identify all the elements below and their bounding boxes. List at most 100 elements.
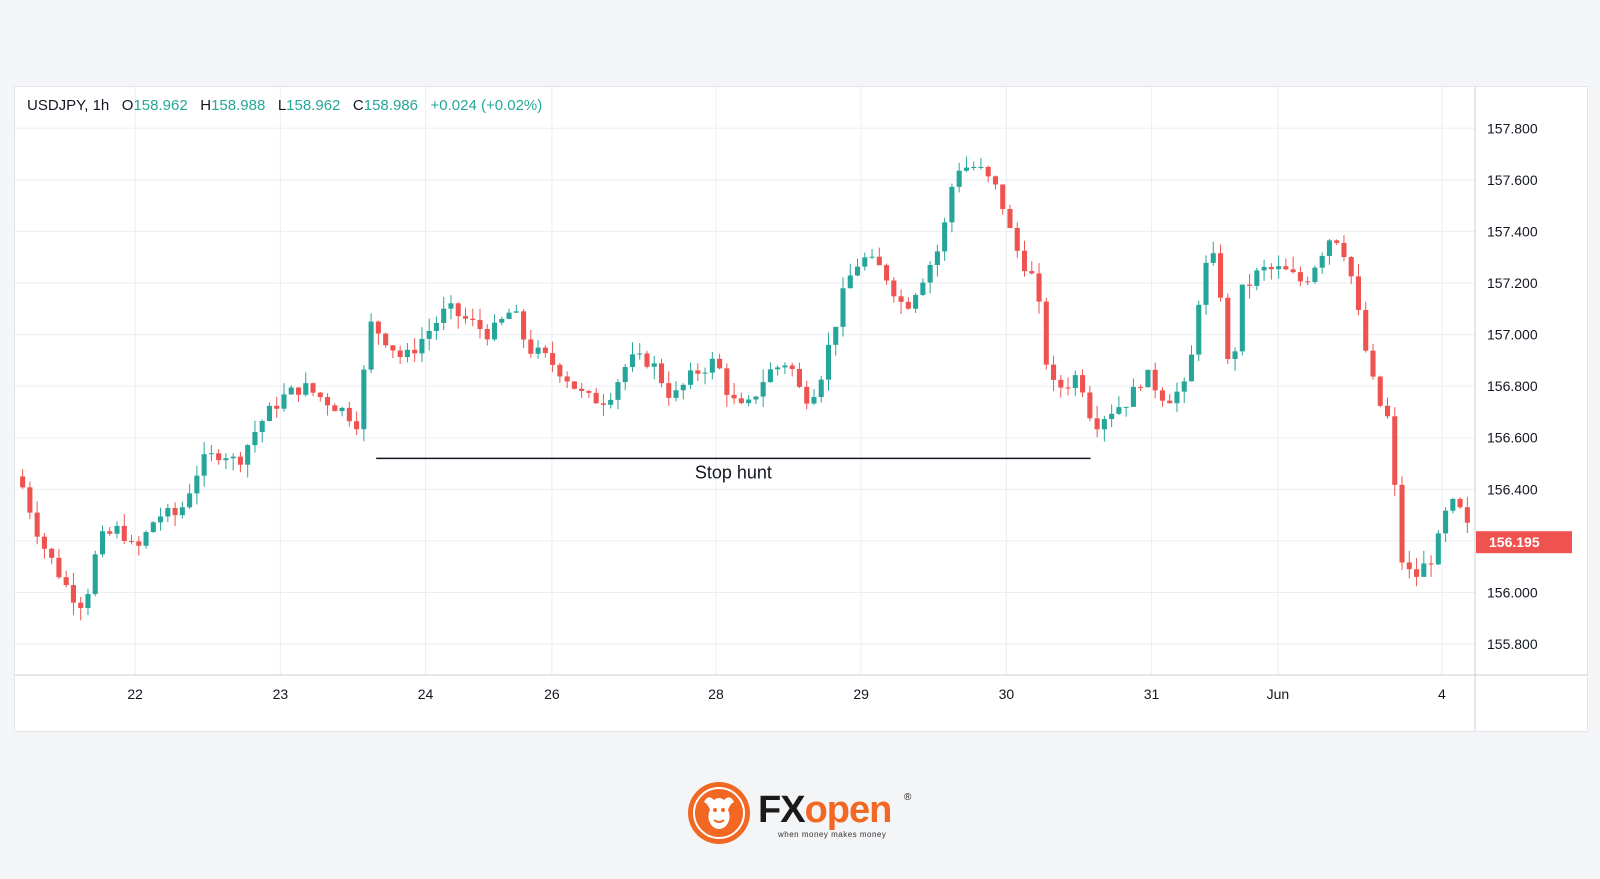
candle-body (1377, 376, 1383, 406)
candle-body (99, 531, 106, 555)
candle-body (927, 265, 933, 283)
candle-body (63, 577, 69, 586)
candle-body (1167, 400, 1173, 404)
candle-body (942, 222, 948, 252)
candle-body (462, 316, 469, 319)
y-tick-label: 155.800 (1487, 636, 1538, 652)
candle-body (629, 354, 636, 367)
candle-body (956, 170, 962, 187)
candle-body (804, 386, 810, 404)
candle-body (818, 379, 824, 398)
candle-body (332, 405, 338, 412)
candle-body (1348, 257, 1354, 277)
candle-body (782, 365, 788, 368)
candle-body (985, 166, 991, 177)
candle-body (702, 372, 708, 374)
candle-body (499, 318, 505, 323)
candle-body (1210, 253, 1216, 263)
candle-body (92, 554, 98, 595)
candle-body (230, 456, 236, 459)
candle-body (1414, 569, 1420, 577)
candle-body (833, 326, 839, 345)
candle-body (825, 344, 832, 380)
candle-body (1116, 407, 1122, 414)
candle-body (150, 522, 156, 533)
candle-body (760, 382, 766, 397)
candle-body (1051, 364, 1057, 380)
candle-body (1123, 406, 1129, 408)
candle-body (557, 364, 563, 377)
candle-body (27, 487, 33, 513)
candle-body (586, 391, 592, 393)
candle-body (1101, 419, 1107, 430)
candle-body (695, 370, 701, 374)
candle-body (717, 358, 723, 369)
candle-body (143, 532, 149, 546)
candle-body (1072, 375, 1078, 389)
candle-body (412, 349, 418, 354)
candle-body (107, 531, 113, 534)
candle-body (1363, 309, 1369, 351)
candle-body (1152, 369, 1158, 391)
low-value: 158.962 (286, 97, 341, 114)
candle-body (85, 594, 91, 609)
last-price-label: 156.195 (1489, 534, 1540, 550)
close-label: C (352, 97, 364, 114)
candle-body (477, 319, 483, 329)
candle-body (245, 445, 251, 465)
y-tick-label: 156.800 (1487, 378, 1538, 394)
candle-body (295, 387, 302, 395)
candle-body (862, 257, 868, 267)
candle-body (303, 383, 309, 395)
candle-body (796, 368, 802, 387)
candle-body (593, 392, 599, 404)
candle-body (491, 322, 498, 340)
candle-body (172, 508, 178, 516)
x-tick-label: 31 (1144, 686, 1160, 702)
candle-body (1239, 284, 1245, 352)
candle-body (513, 311, 519, 313)
candle-body (390, 345, 396, 351)
candle-body (746, 399, 752, 404)
candle-body (622, 366, 628, 383)
candle-body (1065, 387, 1071, 389)
candle-body (1145, 369, 1151, 388)
candle-body (608, 399, 614, 405)
candle-body (266, 405, 273, 422)
candle-body (506, 312, 512, 319)
candle-body (840, 288, 846, 327)
candle-body (1435, 533, 1441, 565)
candle-body (1007, 208, 1013, 228)
candle-body (644, 353, 650, 367)
candlestick-chart[interactable]: 157.800 157.600 157.400 157.200 157.000 156.8… (15, 87, 1587, 731)
candle-body (354, 421, 360, 430)
candle-body (571, 381, 577, 389)
candle-body (1043, 301, 1049, 365)
candle-body (78, 602, 84, 609)
candle-body (1109, 413, 1115, 420)
x-tick-label: 4 (1438, 686, 1446, 702)
candle-body (216, 453, 222, 461)
candle-body (1406, 562, 1412, 570)
candle-body (1319, 255, 1325, 268)
candle-body (383, 333, 389, 346)
candle-body (934, 251, 940, 266)
candle-body (709, 358, 715, 373)
candle-body (1399, 484, 1405, 563)
candle-body (1138, 386, 1144, 388)
candle-body (1196, 304, 1202, 355)
candle-body (680, 384, 686, 391)
candle-body (128, 540, 135, 542)
candle-body (1014, 227, 1020, 251)
candle-body (484, 328, 490, 340)
candle-body (913, 294, 919, 309)
x-tick-label: 22 (127, 686, 143, 702)
candle-body (847, 275, 853, 289)
high-label: H (200, 97, 212, 114)
candle-body (1188, 354, 1195, 382)
candle-body (854, 266, 861, 276)
candle-body (317, 392, 323, 398)
candle-body (404, 349, 410, 358)
candle-body (869, 256, 875, 258)
candle-body (1225, 297, 1231, 359)
